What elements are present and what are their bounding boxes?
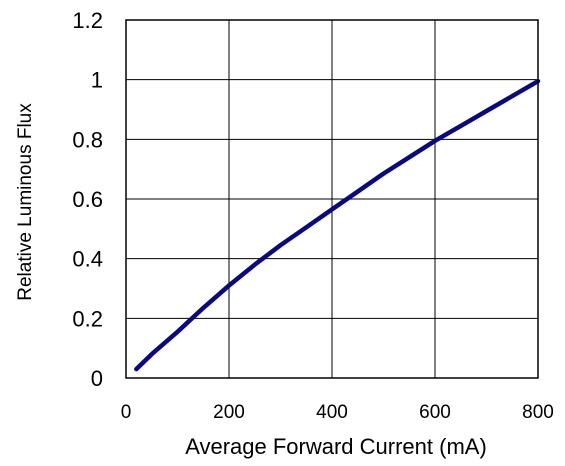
y-tick-label: 1.2 (72, 8, 103, 33)
x-tick-label: 800 (522, 402, 554, 423)
y-tick-label: 0.2 (72, 306, 103, 331)
y-tick-label: 0.6 (72, 187, 103, 212)
x-tick-label: 200 (213, 402, 245, 423)
x-tick-label: 400 (316, 402, 348, 423)
y-tick-labels: 0 0.2 0.4 0.6 0.8 1 1.2 (72, 8, 103, 391)
y-tick-label: 1 (91, 68, 103, 93)
y-tick-label: 0 (91, 366, 103, 391)
y-tick-label: 0.4 (72, 247, 103, 272)
plot-frame (125, 19, 539, 379)
y-tick-label: 0.8 (72, 127, 103, 152)
x-tick-labels: 0 200 400 600 800 (121, 402, 554, 423)
x-tick-label: 0 (121, 402, 132, 423)
x-tick-label: 600 (419, 402, 451, 423)
x-axis-label: Average Forward Current (mA) (185, 434, 487, 459)
y-axis-label: Relative Luminous Flux (15, 103, 36, 301)
series-line (134, 78, 541, 372)
series-group (134, 78, 541, 372)
